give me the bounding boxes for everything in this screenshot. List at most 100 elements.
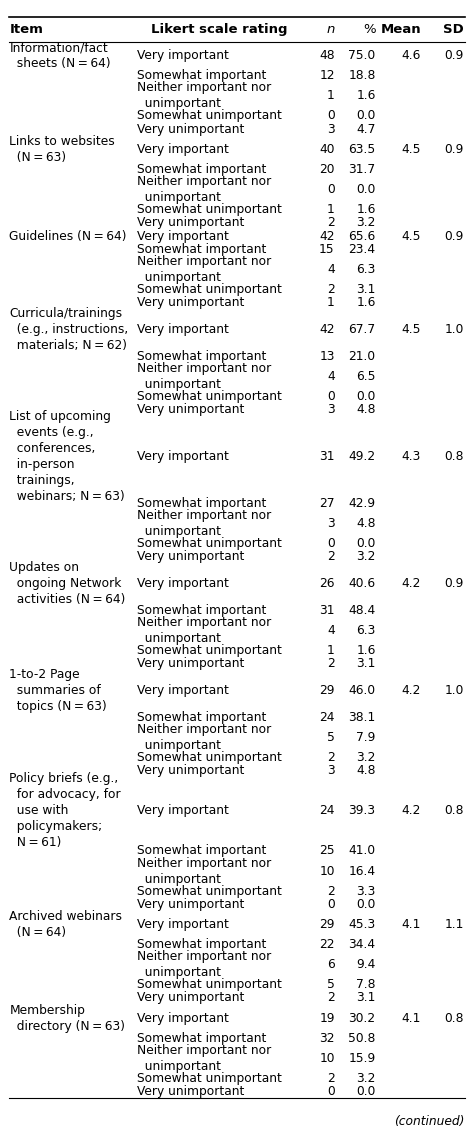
Text: Very important: Very important [137,684,229,697]
Text: 4.8: 4.8 [356,404,376,416]
Text: Updates on
  ongoing Network
  activities (N = 64): Updates on ongoing Network activities (N… [9,562,126,606]
Text: 0: 0 [327,898,335,911]
Text: 0.0: 0.0 [356,537,376,550]
Text: 48: 48 [319,49,335,62]
Text: 6.3: 6.3 [356,263,376,276]
Text: 40.6: 40.6 [348,578,376,590]
Text: 45.3: 45.3 [348,917,376,931]
Text: 0.9: 0.9 [444,230,464,243]
Text: 29: 29 [319,917,335,931]
Text: 18.8: 18.8 [348,70,376,82]
Text: 13: 13 [319,350,335,363]
Text: 15: 15 [319,243,335,256]
Text: Mean: Mean [381,23,421,37]
Text: 4: 4 [327,370,335,383]
Text: 3: 3 [327,517,335,530]
Text: 7.8: 7.8 [356,978,376,991]
Text: Membership
  directory (N = 63): Membership directory (N = 63) [9,1003,126,1033]
Text: 1: 1 [327,296,335,310]
Text: 3.3: 3.3 [356,884,376,898]
Text: 24: 24 [319,710,335,724]
Text: 2: 2 [327,658,335,670]
Text: 31: 31 [319,451,335,463]
Text: 3.1: 3.1 [356,658,376,670]
Text: 12: 12 [319,70,335,82]
Text: Neither important nor
  unimportant: Neither important nor unimportant [137,175,271,204]
Text: Somewhat important: Somewhat important [137,938,266,951]
Text: 0.9: 0.9 [444,49,464,62]
Text: 1.1: 1.1 [444,917,464,931]
Text: Very important: Very important [137,917,229,931]
Text: Somewhat important: Somewhat important [137,496,266,510]
Text: 30.2: 30.2 [348,1011,376,1025]
Text: 24: 24 [319,804,335,817]
Text: 26: 26 [319,578,335,590]
Text: Guidelines (N = 64): Guidelines (N = 64) [9,230,127,243]
Text: Very unimportant: Very unimportant [137,992,244,1004]
Text: Somewhat important: Somewhat important [137,1032,266,1044]
Text: 2: 2 [327,550,335,563]
Text: 3.2: 3.2 [356,750,376,764]
Text: Very important: Very important [137,49,229,62]
Text: 0.0: 0.0 [356,390,376,403]
Text: Neither important nor
  unimportant: Neither important nor unimportant [137,857,271,885]
Text: n: n [327,23,335,37]
Text: 5: 5 [327,731,335,744]
Text: Links to websites
  (N = 63): Links to websites (N = 63) [9,135,115,164]
Text: Somewhat unimportant: Somewhat unimportant [137,644,282,657]
Text: 3.1: 3.1 [356,992,376,1004]
Text: 6: 6 [327,958,335,971]
Text: 4.2: 4.2 [402,578,421,590]
Text: 48.4: 48.4 [348,604,376,617]
Text: Curricula/trainings
  (e.g., instructions,
  materials; N = 62): Curricula/trainings (e.g., instructions,… [9,308,129,352]
Text: 4.5: 4.5 [401,324,421,336]
Text: Somewhat unimportant: Somewhat unimportant [137,884,282,898]
Text: Somewhat important: Somewhat important [137,604,266,617]
Text: 5: 5 [327,978,335,991]
Text: Neither important nor
  unimportant: Neither important nor unimportant [137,950,271,979]
Text: 1.6: 1.6 [356,89,376,102]
Text: 15.9: 15.9 [348,1051,376,1065]
Text: 2: 2 [327,283,335,296]
Text: 0: 0 [327,110,335,122]
Text: 27: 27 [319,496,335,510]
Text: Very important: Very important [137,143,229,156]
Text: Very unimportant: Very unimportant [137,296,244,310]
Text: 2: 2 [327,750,335,764]
Text: Very unimportant: Very unimportant [137,764,244,777]
Text: Very unimportant: Very unimportant [137,658,244,670]
Text: 4.5: 4.5 [401,230,421,243]
Text: Neither important nor
  unimportant: Neither important nor unimportant [137,615,271,645]
Text: 0.8: 0.8 [444,1011,464,1025]
Text: 16.4: 16.4 [348,865,376,877]
Text: 20: 20 [319,162,335,176]
Text: Somewhat important: Somewhat important [137,70,266,82]
Text: 40: 40 [319,143,335,156]
Text: 23.4: 23.4 [348,243,376,256]
Text: 1.0: 1.0 [444,684,464,697]
Text: 29: 29 [319,684,335,697]
Text: 0.8: 0.8 [444,451,464,463]
Text: 4: 4 [327,623,335,637]
Text: 39.3: 39.3 [348,804,376,817]
Text: 1-to-2 Page
  summaries of
  topics (N = 63): 1-to-2 Page summaries of topics (N = 63) [9,668,107,713]
Text: 50.8: 50.8 [348,1032,376,1044]
Text: SD: SD [443,23,464,37]
Text: 4.8: 4.8 [356,517,376,530]
Text: 4.1: 4.1 [402,1011,421,1025]
Text: 22: 22 [319,938,335,951]
Text: 1.0: 1.0 [444,324,464,336]
Text: Very unimportant: Very unimportant [137,550,244,563]
Text: 3.1: 3.1 [356,283,376,296]
Text: 4: 4 [327,263,335,276]
Text: Neither important nor
  unimportant: Neither important nor unimportant [137,81,271,110]
Text: Somewhat important: Somewhat important [137,844,266,858]
Text: Somewhat unimportant: Somewhat unimportant [137,537,282,550]
Text: Somewhat important: Somewhat important [137,243,266,256]
Text: 4.8: 4.8 [356,764,376,777]
Text: Somewhat unimportant: Somewhat unimportant [137,978,282,991]
Text: Neither important nor
  unimportant: Neither important nor unimportant [137,1043,271,1073]
Text: 63.5: 63.5 [348,143,376,156]
Text: 6.3: 6.3 [356,623,376,637]
Text: 4.2: 4.2 [402,804,421,817]
